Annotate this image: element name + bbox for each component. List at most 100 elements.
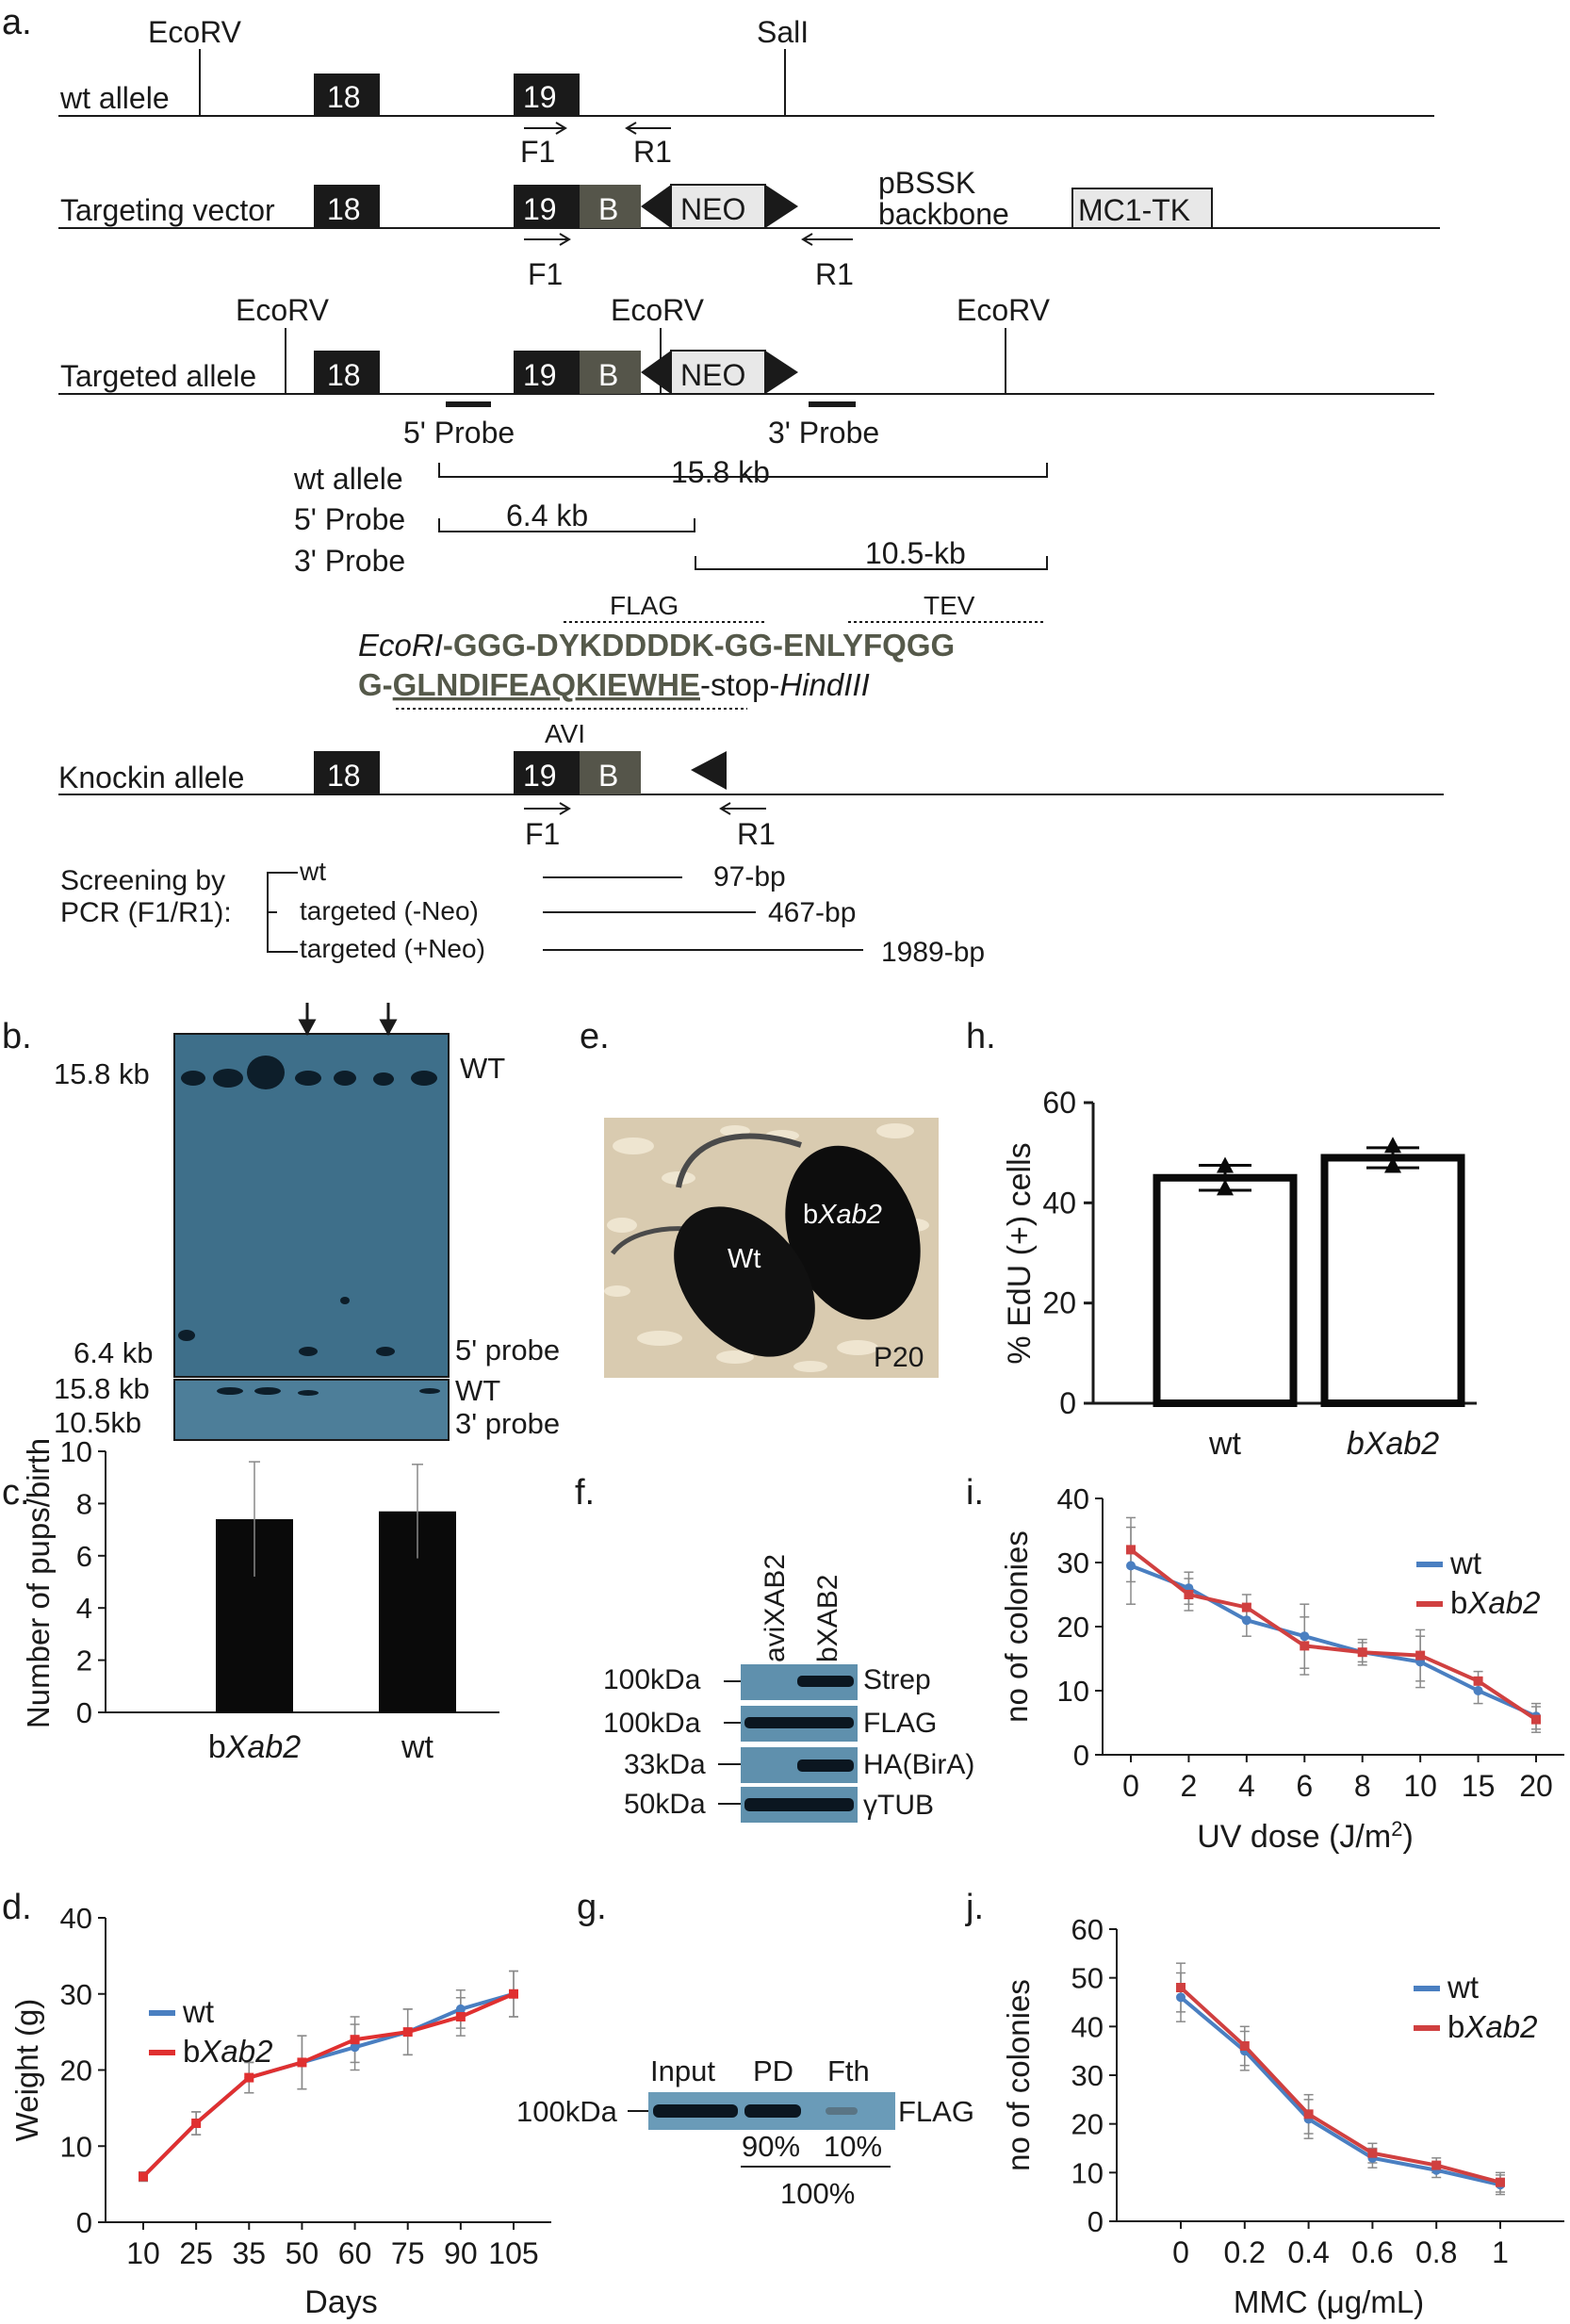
x-tick-label: 90: [444, 2236, 478, 2270]
data-point: [1241, 1615, 1251, 1626]
data-point: [1303, 2109, 1314, 2119]
panel-a-scheme: wt allele EcoRV SalI 18 19 F1 R1 Targeti…: [58, 15, 1444, 968]
row-label-ki: Knockin allele: [58, 761, 244, 794]
data-point: [1239, 2041, 1250, 2051]
legend-label: bXab2: [1450, 1585, 1540, 1620]
x-axis-title-end: ): [1402, 1819, 1413, 1855]
p5-fragment-label: 5' Probe: [294, 502, 405, 536]
wt-fragment-label: wt allele: [293, 462, 403, 496]
legend-label-plain: b: [1450, 1585, 1467, 1620]
x-tick-label: 0.4: [1287, 2235, 1329, 2269]
exon-18-box: [314, 351, 380, 394]
biotag-box: [580, 185, 641, 228]
x-axis-title: MMC (μg/mL): [1234, 2284, 1424, 2319]
data-point: [1184, 1590, 1194, 1599]
fragment-sizes: [438, 463, 1048, 570]
data-point: [1473, 1676, 1483, 1686]
y-tick-label: 10: [60, 1435, 92, 1468]
panel-letter-b: b.: [2, 1017, 32, 1056]
probe-3-bar: [809, 401, 856, 407]
chart-i: 0 10 20 30 40 0 2 4 6 8 10 15 20 wt bXab2 no of colonie…: [999, 1482, 1564, 1855]
panel-letter-e: e.: [580, 1017, 610, 1056]
probe-3-label: 3' Probe: [768, 416, 879, 450]
data-point: [402, 2027, 413, 2038]
y-tick-label: 40: [1042, 1186, 1076, 1219]
data-point: [139, 2171, 148, 2182]
probe-5-bar: [446, 401, 491, 407]
exon-19-label: 19: [523, 192, 557, 226]
biotag-box: [580, 351, 641, 394]
mouse-bxab2-icon: [785, 1145, 921, 1320]
screening-row-size: 467-bp: [768, 897, 856, 928]
data-point: [1384, 1137, 1401, 1154]
marker-label: 50kDa: [624, 1789, 706, 1820]
legend-label-plain: wt: [1449, 1546, 1481, 1580]
percent-label: 90%: [742, 2130, 800, 2163]
bar: [1320, 1154, 1465, 1407]
x-tick-label: 4: [1238, 1769, 1255, 1803]
blot-image-5prime: [173, 1033, 450, 1378]
primer-r1-arrow: [801, 233, 853, 246]
panel-letter-c: c.: [2, 1473, 30, 1513]
backbone-label-1: pBSSK: [878, 166, 975, 200]
legend-label: wt: [1449, 1546, 1481, 1580]
data-point: [1176, 1983, 1186, 1992]
x-axis-title: UV dose (J/m2): [1197, 1817, 1414, 1856]
y-tick-label: 20: [1071, 2108, 1104, 2141]
legend-label-plain: b: [183, 2034, 200, 2069]
data-point: [1367, 2148, 1378, 2158]
y-axis-title: no of colonies: [1001, 1979, 1036, 2171]
exon-19-box: [514, 351, 580, 394]
age-label: P20: [874, 1342, 924, 1373]
exon-19-label: 19: [523, 80, 557, 114]
tag-seq-1: -GGG-DYKDDDDK-GG-ENLYFQGG: [443, 628, 955, 663]
y-tick-label: 40: [1071, 2010, 1104, 2043]
chart-d: 0 10 20 30 40 10 25 35 50 60 75 90 105 wt bXab2 Weight …: [9, 1902, 551, 2320]
blot-band-label: 5' probe: [455, 1334, 560, 1367]
primer-f1-arrow: [524, 802, 571, 815]
legend-label-plain: b: [1447, 2009, 1464, 2044]
x-tick-label: 6: [1296, 1769, 1313, 1803]
data-point: [1300, 1631, 1310, 1642]
chart-h: 0 20 40 60 wt bXab2 % EdU (+) cells: [1002, 1086, 1477, 1462]
row-label-ta: Targeted allele: [60, 359, 256, 393]
mouse-tail-icon: [676, 1133, 802, 1188]
y-tick-label: 4: [76, 1592, 92, 1625]
blot-band-label: 3' probe: [455, 1407, 560, 1440]
y-tick-label: 8: [76, 1487, 92, 1520]
mouse-wt-icon: [674, 1206, 815, 1357]
x-tick-label: 60: [338, 2236, 372, 2270]
x-tick-label: 25: [179, 2236, 213, 2270]
mc1-tk-box: [1071, 188, 1213, 229]
loxp-left-icon: [641, 185, 671, 228]
biotag-label: B: [598, 192, 618, 226]
y-tick-label: 0: [76, 2206, 92, 2239]
x-tick-label: 0: [1172, 2235, 1189, 2269]
y-tick-label: 6: [76, 1540, 92, 1573]
legend-label-italic: Xab2: [1466, 1585, 1540, 1620]
lane-label: PD: [753, 2054, 793, 2087]
band-label: Strep: [863, 1664, 931, 1695]
primer-r1-arrow: [625, 122, 671, 135]
primer-f1-arrow: [524, 122, 567, 135]
x-tick-label: 0.6: [1351, 2235, 1393, 2269]
y-tick-label: 30: [60, 1978, 92, 2011]
biotag-label: B: [598, 759, 618, 793]
panel-letter-i: i.: [966, 1473, 984, 1513]
legend-label-italic: Xab2: [199, 2034, 272, 2069]
panel-f-western-blot: aviXAB2 bXAB2 100kDa 100kDa 33kDa 50kDa …: [603, 1554, 974, 1823]
x-tick-label: 0.2: [1224, 2235, 1266, 2269]
exon-18-label: 18: [327, 80, 361, 114]
neo-label: NEO: [680, 358, 745, 392]
legend-label: wt: [1447, 1970, 1479, 2005]
exon-19-label: 19: [523, 759, 557, 793]
x-tick-label: 35: [232, 2236, 266, 2270]
series-line: [1179, 1986, 1501, 2185]
lane-label: bXAB2: [812, 1575, 843, 1662]
exon-18-label: 18: [327, 192, 361, 226]
exon-18-label: 18: [327, 759, 361, 793]
neo-box: [670, 350, 766, 395]
ecorv-site-label: EcoRV: [236, 293, 330, 327]
x-tick-label: 75: [391, 2236, 425, 2270]
x-tick-label: 105: [488, 2236, 538, 2270]
